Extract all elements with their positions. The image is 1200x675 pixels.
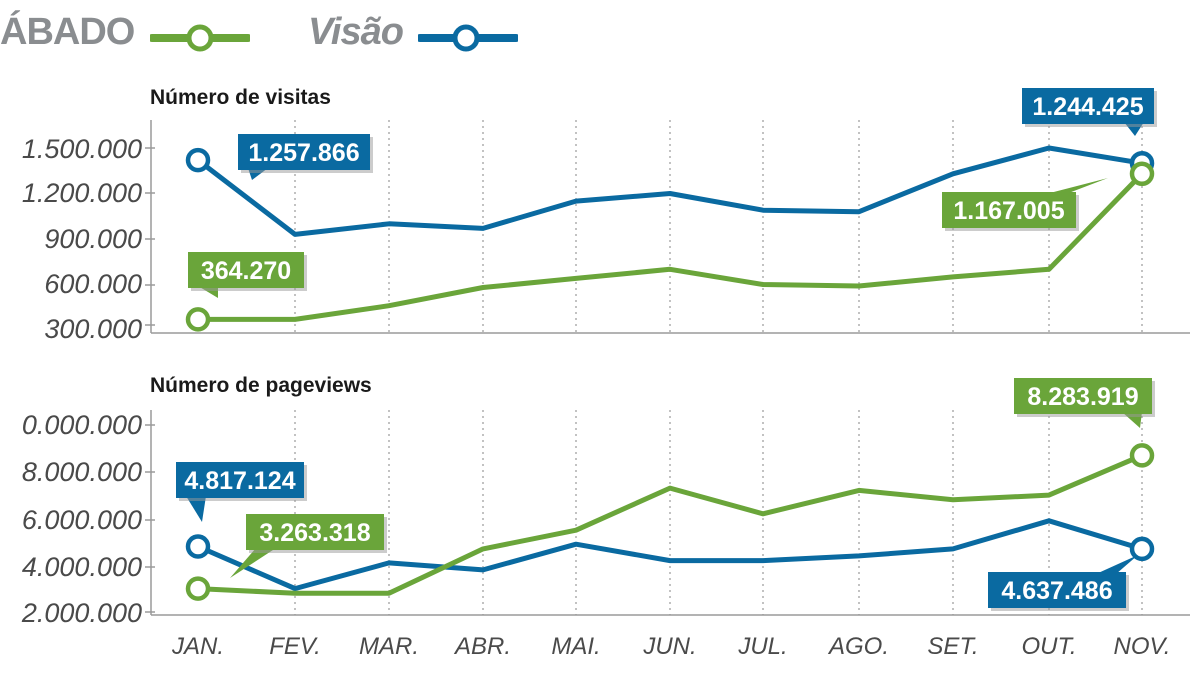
- callout-pointer-1-0: [186, 496, 206, 522]
- chart-title-pageviews: Número de pageviews: [150, 374, 372, 397]
- x-tick-label-4: MAI.: [551, 633, 600, 660]
- x-tick-label-6: JUL.: [737, 633, 787, 660]
- y-tick-label-0-0: 1.500.000: [22, 134, 142, 164]
- series-line-1-visao: [195, 518, 1145, 592]
- callout-box-1-2: [246, 514, 384, 550]
- callout-box-1-3: [1014, 378, 1152, 414]
- y-tick-label-0-2: 900.000: [44, 224, 142, 254]
- callout-label-1-1: 4.637.486: [1001, 577, 1112, 605]
- callout-box-1-0: [176, 462, 304, 498]
- y-tick-label-0-3: 600.000: [44, 269, 142, 299]
- legend-marker-visao: [418, 24, 518, 52]
- data-point-1-visao-10: [1129, 536, 1155, 562]
- x-tick-label-7: AGO.: [827, 633, 889, 660]
- x-tick-label-8: SET.: [927, 633, 978, 660]
- x-tick-label-5: JUN.: [642, 633, 696, 660]
- callout-box-0-1: [1022, 88, 1154, 124]
- y-tick-label-1-3: 4.000.000: [22, 552, 142, 582]
- legend: ÁBADO Visão: [0, 8, 560, 58]
- y-tick-label-1-1: 8.000.000: [22, 457, 142, 487]
- legend-marker-sabado: [150, 24, 250, 52]
- callout-label-0-3: 1.167.005: [953, 197, 1064, 225]
- x-tick-label-2: MAR.: [359, 633, 419, 660]
- x-tick-label-0: JAN.: [171, 633, 224, 660]
- x-tick-label-10: NOV.: [1114, 633, 1171, 660]
- callout-box-0-2: [188, 252, 304, 288]
- callout-label-0-0: 1.257.866: [248, 139, 359, 167]
- callout-label-1-3: 8.283.919: [1027, 383, 1138, 411]
- callout-pointer-0-3: [1046, 178, 1108, 194]
- data-point-1-sabado-0: [185, 576, 211, 601]
- callout-box-0-3: [942, 192, 1076, 228]
- callout-pointer-1-2: [230, 548, 276, 578]
- callout-label-1-2: 3.263.318: [259, 519, 370, 547]
- y-tick-label-1-2: 6.000.000: [22, 505, 142, 535]
- y-tick-label-1-4: 2.000.000: [21, 598, 142, 628]
- callout-label-1-0: 4.817.124: [184, 467, 295, 495]
- series-line-1-sabado: [195, 452, 1145, 596]
- y-tick-label-0-1: 1.200.000: [22, 178, 142, 208]
- y-tick-label-0-4: 300.000: [44, 314, 142, 344]
- x-tick-label-1: FEV.: [269, 633, 321, 660]
- callout-pointer-1-1: [1096, 555, 1138, 574]
- callout-label-0-2: 364.270: [201, 257, 291, 285]
- data-point-1-visao-0: [185, 534, 211, 559]
- x-tick-label-3: ABR.: [453, 633, 511, 660]
- callout-box-1-1: [988, 572, 1126, 608]
- data-point-1-sabado-10: [1129, 443, 1155, 468]
- series-line-0-visao: [195, 145, 1145, 237]
- x-tick-label-9: OUT.: [1021, 633, 1076, 660]
- callout-box-0-0: [238, 134, 370, 170]
- data-point-0-sabado-0: [185, 307, 211, 332]
- legend-label-visao: Visão: [308, 11, 404, 53]
- legend-label-sabado: ÁBADO: [0, 11, 135, 53]
- data-point-0-visao-0: [185, 147, 211, 173]
- callout-label-0-1: 1.244.425: [1032, 93, 1143, 121]
- y-tick-label-1-0: 0.000.000: [22, 410, 142, 440]
- chart-title-visitas: Número de visitas: [150, 86, 331, 109]
- data-point-0-sabado-10: [1129, 161, 1155, 187]
- series-line-0-sabado: [195, 171, 1145, 322]
